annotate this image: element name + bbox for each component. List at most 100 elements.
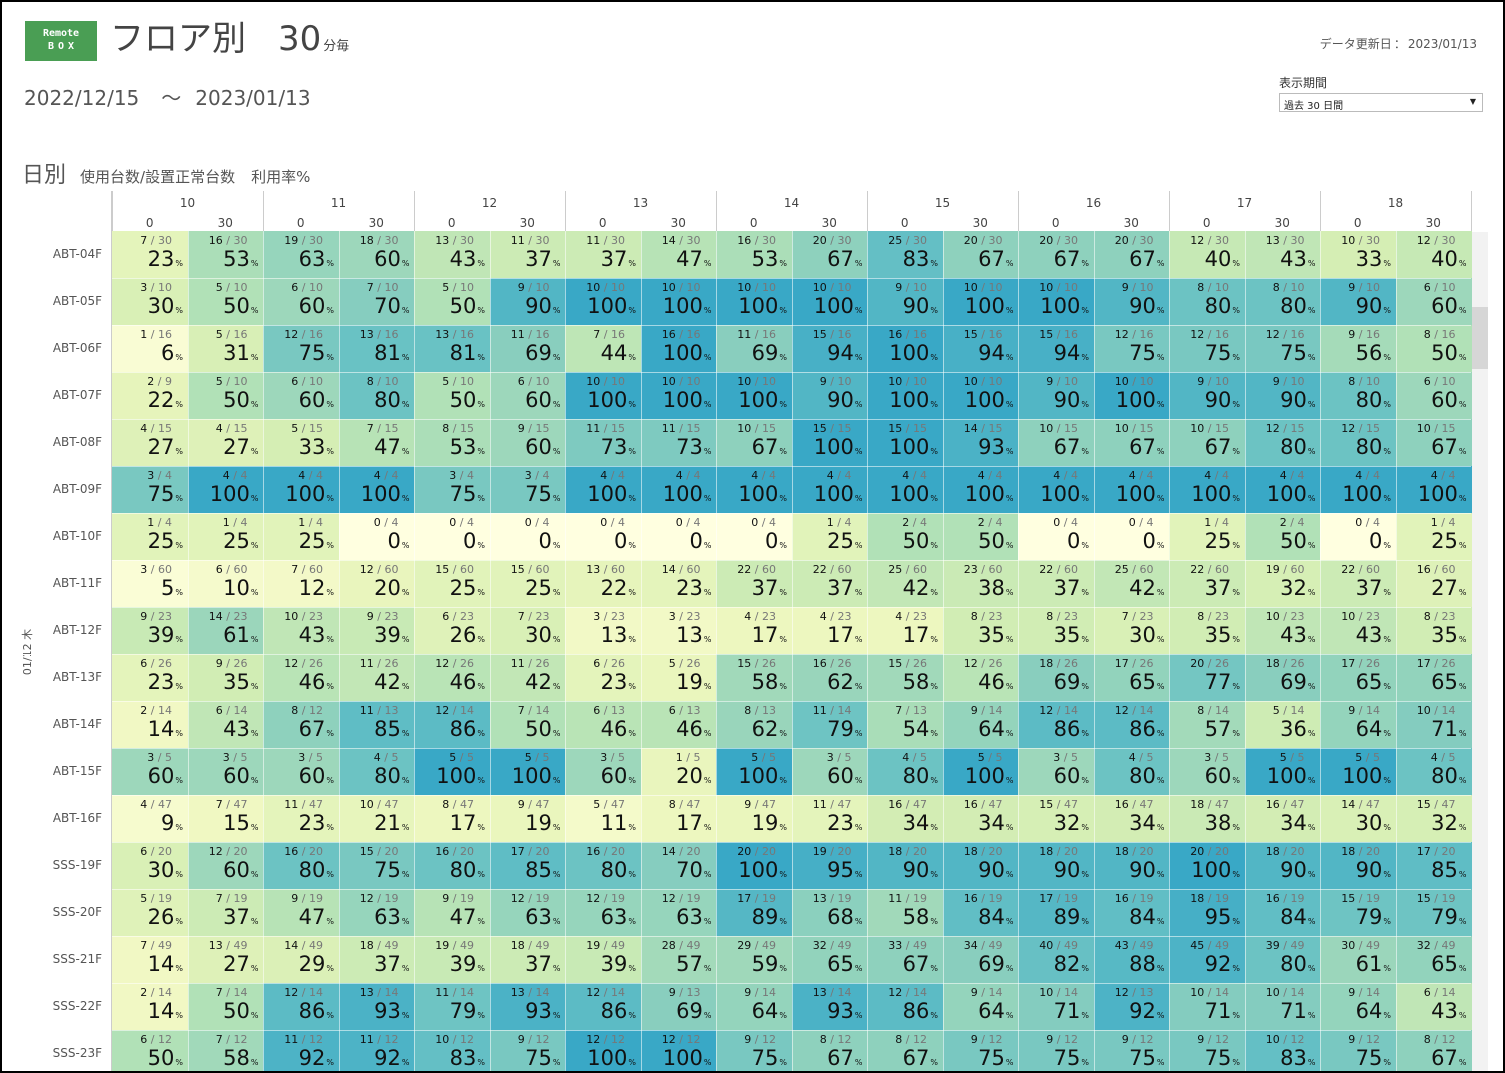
heatmap-cell[interactable]: 9 / 14 64% bbox=[942, 983, 1019, 1030]
heatmap-cell[interactable]: 8 / 16 50% bbox=[1395, 325, 1472, 372]
heatmap-cell[interactable]: 9 / 13 69% bbox=[640, 983, 717, 1030]
heatmap-cell[interactable]: 4 / 4 100% bbox=[716, 466, 792, 513]
heatmap-cell[interactable]: 15 / 15 100% bbox=[867, 419, 943, 466]
heatmap-cell[interactable]: 5 / 5 100% bbox=[414, 748, 490, 795]
heatmap-cell[interactable]: 9 / 10 90% bbox=[1018, 372, 1094, 419]
heatmap-cell[interactable]: 22 / 60 37% bbox=[1169, 560, 1245, 607]
heatmap-cell[interactable]: 9 / 12 75% bbox=[716, 1030, 792, 1071]
heatmap-cell[interactable]: 3 / 5 60% bbox=[263, 748, 339, 795]
heatmap-cell[interactable]: 13 / 14 93% bbox=[338, 983, 415, 1030]
heatmap-cell[interactable]: 6 / 20 30% bbox=[112, 842, 188, 889]
heatmap-cell[interactable]: 9 / 19 47% bbox=[263, 889, 339, 936]
heatmap-cell[interactable]: 12 / 12 100% bbox=[565, 1030, 641, 1071]
heatmap-cell[interactable]: 1 / 4 25% bbox=[112, 513, 188, 560]
heatmap-cell[interactable]: 10 / 47 21% bbox=[338, 795, 415, 842]
heatmap-cell[interactable]: 4 / 23 17% bbox=[791, 607, 868, 654]
heatmap-cell[interactable]: 12 / 19 63% bbox=[640, 889, 717, 936]
heatmap-cell[interactable]: 19 / 30 63% bbox=[263, 231, 339, 278]
heatmap-cell[interactable]: 5 / 5 100% bbox=[716, 748, 792, 795]
heatmap-cell[interactable]: 16 / 47 34% bbox=[1093, 795, 1170, 842]
heatmap-cell[interactable]: 25 / 60 42% bbox=[867, 560, 943, 607]
heatmap-cell[interactable]: 17 / 19 89% bbox=[1018, 889, 1094, 936]
heatmap-cell[interactable]: 18 / 20 90% bbox=[867, 842, 943, 889]
heatmap-cell[interactable]: 3 / 5 60% bbox=[112, 748, 188, 795]
heatmap-cell[interactable]: 9 / 12 75% bbox=[489, 1030, 566, 1071]
heatmap-cell[interactable]: 10 / 14 71% bbox=[1244, 983, 1321, 1030]
heatmap-cell[interactable]: 11 / 19 58% bbox=[867, 889, 943, 936]
heatmap-cell[interactable]: 12 / 15 80% bbox=[1320, 419, 1396, 466]
heatmap-cell[interactable]: 20 / 30 67% bbox=[1018, 231, 1094, 278]
heatmap-cell[interactable]: 0 / 4 0% bbox=[1320, 513, 1396, 560]
heatmap-cell[interactable]: 0 / 4 0% bbox=[640, 513, 717, 560]
heatmap-cell[interactable]: 9 / 47 19% bbox=[489, 795, 566, 842]
heatmap-cell[interactable]: 16 / 19 84% bbox=[942, 889, 1019, 936]
heatmap-cell[interactable]: 12 / 14 86% bbox=[867, 983, 943, 1030]
heatmap-cell[interactable]: 17 / 19 89% bbox=[716, 889, 792, 936]
heatmap-cell[interactable]: 0 / 4 0% bbox=[716, 513, 792, 560]
heatmap-cell[interactable]: 2 / 9 22% bbox=[112, 372, 188, 419]
heatmap-cell[interactable]: 10 / 14 71% bbox=[1169, 983, 1245, 1030]
heatmap-cell[interactable]: 4 / 4 100% bbox=[1244, 466, 1321, 513]
heatmap-cell[interactable]: 17 / 20 85% bbox=[489, 842, 566, 889]
heatmap-cell[interactable]: 11 / 26 42% bbox=[338, 654, 415, 701]
heatmap-cell[interactable]: 3 / 5 60% bbox=[187, 748, 264, 795]
heatmap-cell[interactable]: 4 / 4 100% bbox=[1018, 466, 1094, 513]
heatmap-cell[interactable]: 12 / 26 46% bbox=[942, 654, 1019, 701]
heatmap-cell[interactable]: 8 / 10 80% bbox=[338, 372, 415, 419]
heatmap-cell[interactable]: 5 / 10 50% bbox=[187, 278, 264, 325]
heatmap-cell[interactable]: 13 / 30 43% bbox=[1244, 231, 1321, 278]
heatmap-cell[interactable]: 7 / 49 14% bbox=[112, 936, 188, 983]
heatmap-cell[interactable]: 4 / 5 80% bbox=[338, 748, 415, 795]
heatmap-cell[interactable]: 4 / 4 100% bbox=[942, 466, 1019, 513]
heatmap-cell[interactable]: 11 / 12 92% bbox=[263, 1030, 339, 1071]
heatmap-cell[interactable]: 4 / 4 100% bbox=[640, 466, 717, 513]
heatmap-cell[interactable]: 9 / 12 75% bbox=[1018, 1030, 1094, 1071]
heatmap-cell[interactable]: 6 / 26 23% bbox=[565, 654, 641, 701]
heatmap-cell[interactable]: 4 / 4 100% bbox=[1093, 466, 1170, 513]
heatmap-cell[interactable]: 28 / 49 57% bbox=[640, 936, 717, 983]
heatmap-cell[interactable]: 9 / 12 75% bbox=[1169, 1030, 1245, 1071]
heatmap-cell[interactable]: 8 / 23 35% bbox=[942, 607, 1019, 654]
heatmap-cell[interactable]: 10 / 10 100% bbox=[942, 372, 1019, 419]
heatmap-cell[interactable]: 16 / 30 53% bbox=[187, 231, 264, 278]
heatmap-cell[interactable]: 13 / 16 81% bbox=[338, 325, 415, 372]
heatmap-cell[interactable]: 5 / 10 50% bbox=[414, 278, 490, 325]
heatmap-cell[interactable]: 9 / 47 19% bbox=[716, 795, 792, 842]
heatmap-cell[interactable]: 12 / 26 46% bbox=[414, 654, 490, 701]
heatmap-cell[interactable]: 18 / 20 90% bbox=[1320, 842, 1396, 889]
heatmap-cell[interactable]: 5 / 10 50% bbox=[187, 372, 264, 419]
heatmap-cell[interactable]: 8 / 10 80% bbox=[1320, 372, 1396, 419]
heatmap-cell[interactable]: 12 / 14 86% bbox=[1018, 701, 1094, 748]
heatmap-cell[interactable]: 6 / 10 60% bbox=[489, 372, 566, 419]
heatmap-cell[interactable]: 4 / 4 100% bbox=[263, 466, 339, 513]
heatmap-cell[interactable]: 12 / 16 75% bbox=[1169, 325, 1245, 372]
heatmap-cell[interactable]: 12 / 16 75% bbox=[263, 325, 339, 372]
heatmap-cell[interactable]: 16 / 16 100% bbox=[640, 325, 717, 372]
heatmap-cell[interactable]: 8 / 10 80% bbox=[1169, 278, 1245, 325]
heatmap-cell[interactable]: 6 / 10 60% bbox=[1395, 278, 1472, 325]
heatmap-cell[interactable]: 12 / 14 86% bbox=[1093, 701, 1170, 748]
heatmap-cell[interactable]: 3 / 5 60% bbox=[791, 748, 868, 795]
heatmap-cell[interactable]: 29 / 49 59% bbox=[716, 936, 792, 983]
heatmap-cell[interactable]: 15 / 19 79% bbox=[1395, 889, 1472, 936]
heatmap-cell[interactable]: 15 / 47 32% bbox=[1395, 795, 1472, 842]
heatmap-cell[interactable]: 5 / 5 100% bbox=[1244, 748, 1321, 795]
vertical-scrollbar[interactable] bbox=[1472, 232, 1488, 1071]
heatmap-cell[interactable]: 11 / 16 69% bbox=[489, 325, 566, 372]
heatmap-cell[interactable]: 10 / 15 67% bbox=[716, 419, 792, 466]
heatmap-cell[interactable]: 7 / 15 47% bbox=[338, 419, 415, 466]
heatmap-cell[interactable]: 13 / 30 43% bbox=[414, 231, 490, 278]
heatmap-cell[interactable]: 4 / 47 9% bbox=[112, 795, 188, 842]
heatmap-cell[interactable]: 6 / 23 26% bbox=[414, 607, 490, 654]
heatmap-cell[interactable]: 7 / 19 37% bbox=[187, 889, 264, 936]
heatmap-cell[interactable]: 12 / 19 63% bbox=[565, 889, 641, 936]
heatmap-cell[interactable]: 19 / 20 95% bbox=[791, 842, 868, 889]
heatmap-cell[interactable]: 33 / 49 67% bbox=[867, 936, 943, 983]
heatmap-cell[interactable]: 13 / 14 93% bbox=[489, 983, 566, 1030]
heatmap-cell[interactable]: 3 / 60 5% bbox=[112, 560, 188, 607]
heatmap-cell[interactable]: 4 / 4 100% bbox=[791, 466, 868, 513]
heatmap-cell[interactable]: 6 / 14 43% bbox=[187, 701, 264, 748]
heatmap-cell[interactable]: 10 / 10 100% bbox=[791, 278, 868, 325]
period-select[interactable]: 過去 30 日間 ▼ bbox=[1279, 93, 1483, 112]
heatmap-cell[interactable]: 4 / 5 80% bbox=[867, 748, 943, 795]
